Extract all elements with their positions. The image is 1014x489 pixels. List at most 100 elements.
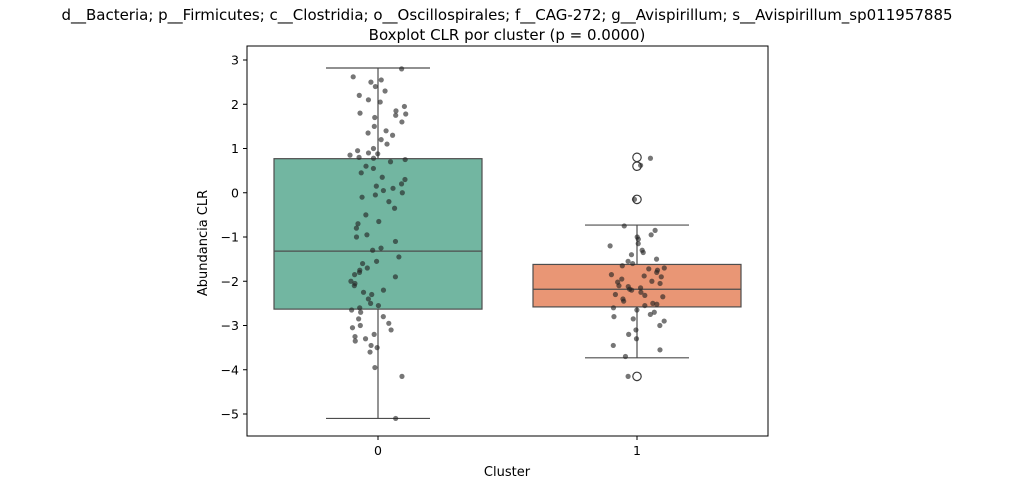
data-point-1-50 <box>633 327 639 333</box>
data-point-0-3 <box>368 79 374 85</box>
data-point-0-73 <box>358 309 364 315</box>
axes-layer: 3 2 1 0 −1 −2 −3 −4 −5 0 1 <box>221 53 641 459</box>
data-point-0-57 <box>364 265 370 271</box>
y-tick-label-4: −1 <box>221 230 239 245</box>
data-point-1-32 <box>629 287 635 293</box>
data-point-0-56 <box>359 260 366 267</box>
data-point-0-25 <box>375 151 381 157</box>
data-point-0-89 <box>393 415 399 422</box>
data-point-0-23 <box>355 148 361 154</box>
data-point-0-71 <box>357 305 363 311</box>
chart-title-line-2: Boxplot CLR por cluster (p = 0.0000) <box>368 26 646 44</box>
data-point-0-70 <box>375 302 382 309</box>
data-point-0-52 <box>378 245 384 251</box>
y-tick-label-2: 1 <box>231 141 239 156</box>
data-point-0-55 <box>373 258 380 264</box>
data-point-1-40 <box>654 301 660 307</box>
data-point-1-38 <box>621 298 627 304</box>
data-point-0-22 <box>370 145 377 152</box>
data-point-1-47 <box>630 316 636 322</box>
data-point-1-54 <box>657 347 663 353</box>
data-point-0-19 <box>389 132 396 138</box>
data-point-0-6 <box>356 92 362 98</box>
data-point-0-54 <box>396 254 402 260</box>
data-point-0-87 <box>372 364 378 371</box>
data-point-1-0 <box>647 155 654 161</box>
data-point-0-5 <box>382 88 388 94</box>
data-point-0-77 <box>357 322 363 329</box>
data-point-0-0 <box>399 66 405 72</box>
data-point-0-85 <box>374 345 380 351</box>
data-point-1-22 <box>641 273 647 279</box>
data-point-1-49 <box>657 322 663 329</box>
data-point-1-16 <box>619 263 625 269</box>
data-point-1-33 <box>638 289 644 295</box>
data-point-1-11 <box>640 249 646 256</box>
data-point-0-53 <box>370 247 376 253</box>
data-point-1-45 <box>647 311 653 318</box>
chart-title-line-1: d__Bacteria; p__Firmicutes; c__Clostridi… <box>61 6 953 24</box>
data-point-1-41 <box>642 302 648 309</box>
data-point-0-27 <box>356 154 362 160</box>
data-point-0-45 <box>363 212 369 218</box>
data-point-0-12 <box>403 111 409 117</box>
data-point-0-62 <box>348 278 354 284</box>
data-point-0-83 <box>352 338 358 344</box>
data-point-0-40 <box>399 190 405 196</box>
data-point-0-33 <box>358 170 364 176</box>
data-point-0-64 <box>351 283 357 289</box>
data-point-0-76 <box>386 320 392 326</box>
data-point-0-36 <box>398 181 405 187</box>
data-point-0-7 <box>365 97 372 103</box>
data-point-0-1 <box>350 74 356 80</box>
data-point-1-21 <box>608 272 615 278</box>
x-tick-label-1: 1 <box>633 443 641 458</box>
data-point-1-23 <box>658 274 664 280</box>
data-point-1-35 <box>642 292 648 299</box>
data-point-0-68 <box>365 296 371 302</box>
data-point-0-16 <box>371 123 377 129</box>
data-point-0-81 <box>352 333 358 340</box>
data-point-1-18 <box>646 266 652 272</box>
data-point-1-51 <box>626 331 632 337</box>
data-point-1-56 <box>625 373 631 379</box>
y-tick-label-7: −4 <box>221 362 239 377</box>
data-point-0-75 <box>356 316 362 322</box>
data-point-0-39 <box>380 187 387 194</box>
outlier-1-3 <box>632 371 642 382</box>
data-point-1-30 <box>637 285 644 291</box>
data-point-1-9 <box>607 243 613 249</box>
data-point-0-67 <box>369 291 375 298</box>
data-point-0-13 <box>393 112 399 118</box>
data-point-0-51 <box>392 238 399 245</box>
data-point-0-37 <box>373 183 379 189</box>
data-point-0-43 <box>386 199 392 205</box>
data-point-0-41 <box>372 192 378 198</box>
data-point-0-34 <box>379 174 385 180</box>
data-point-1-42 <box>610 305 617 311</box>
data-point-0-10 <box>393 108 399 114</box>
plot-frame <box>246 45 769 437</box>
data-point-1-34 <box>612 291 619 298</box>
data-point-0-80 <box>371 331 377 337</box>
data-point-1-13 <box>653 256 660 262</box>
data-point-0-84 <box>368 342 374 349</box>
data-point-1-36 <box>660 294 666 300</box>
data-point-0-49 <box>364 232 370 238</box>
data-point-1-25 <box>649 278 655 284</box>
data-point-0-50 <box>353 234 360 240</box>
data-point-1-44 <box>651 309 657 315</box>
data-point-0-17 <box>383 128 389 134</box>
data-point-1-24 <box>619 276 625 282</box>
data-point-1-53 <box>610 342 616 349</box>
data-point-0-35 <box>402 176 408 183</box>
data-point-1-1 <box>638 162 644 168</box>
data-point-0-31 <box>363 163 369 169</box>
data-point-1-7 <box>635 236 641 242</box>
box-0 <box>273 158 483 310</box>
y-tick-label-6: −3 <box>221 318 239 333</box>
data-point-0-14 <box>372 114 378 121</box>
data-point-1-52 <box>633 336 640 342</box>
data-point-0-88 <box>399 373 405 379</box>
data-point-1-39 <box>650 300 656 306</box>
